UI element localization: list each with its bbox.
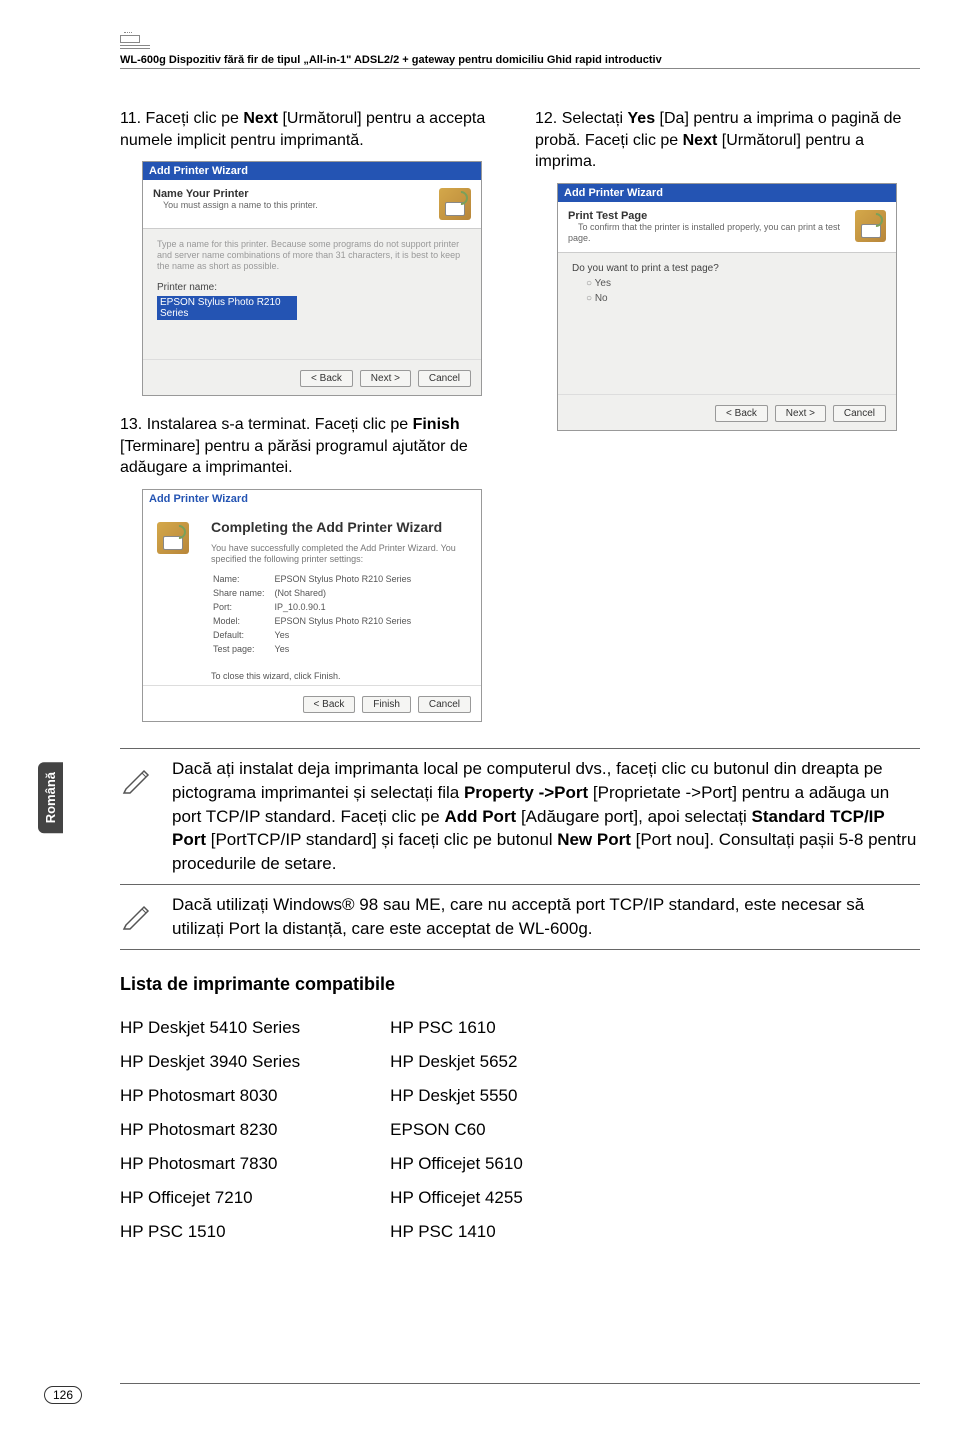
radio-yes[interactable]: Yes bbox=[586, 278, 882, 289]
footer-divider bbox=[120, 1383, 920, 1384]
step13-prefix: 13. Instalarea s-a terminat. Faceți clic… bbox=[120, 416, 413, 433]
dialog-desc: Type a name for this printer. Because so… bbox=[157, 239, 467, 271]
printer-item: HP Deskjet 5410 Series bbox=[120, 1011, 300, 1045]
language-tab: Română bbox=[38, 762, 63, 833]
header-router-icon bbox=[120, 32, 154, 52]
step12-bold2: Next bbox=[683, 132, 718, 149]
printer-list: HP Deskjet 5410 SeriesHP Deskjet 3940 Se… bbox=[120, 1011, 920, 1249]
dialog-finish: Add Printer Wizard Completing the Add Pr… bbox=[142, 489, 482, 722]
printer-item: HP Officejet 7210 bbox=[120, 1181, 300, 1215]
finish-table: Name:EPSON Stylus Photo R210 Series Shar… bbox=[211, 571, 421, 657]
divider bbox=[120, 949, 920, 950]
cancel-button[interactable]: Cancel bbox=[418, 370, 471, 387]
printer-icon bbox=[855, 210, 886, 242]
dialog-banner: Name Your Printer You must assign a name… bbox=[143, 180, 481, 229]
printer-item: HP Photosmart 8230 bbox=[120, 1113, 300, 1147]
finish-note: To close this wizard, click Finish. bbox=[211, 671, 469, 681]
note1-text: Dacă ați instalat deja imprimanta local … bbox=[172, 757, 920, 876]
banner-title: Name Your Printer bbox=[153, 188, 318, 200]
radio-no[interactable]: No bbox=[586, 293, 882, 304]
divider bbox=[120, 748, 920, 749]
printer-item: HP PSC 1610 bbox=[390, 1011, 523, 1045]
step11-prefix: 11. Faceți clic pe bbox=[120, 110, 243, 127]
step13-bold: Finish bbox=[413, 416, 460, 433]
printer-name-input[interactable]: EPSON Stylus Photo R210 Series bbox=[157, 296, 297, 320]
pencil-icon bbox=[120, 761, 156, 797]
pencil-icon bbox=[120, 897, 156, 933]
finish-button[interactable]: Finish bbox=[362, 696, 411, 713]
note2-text: Dacă utilizați Windows® 98 sau ME, care … bbox=[172, 893, 920, 941]
next-button[interactable]: Next > bbox=[360, 370, 411, 387]
printer-icon bbox=[439, 188, 471, 220]
step11-bold: Next bbox=[243, 110, 278, 127]
next-button[interactable]: Next > bbox=[775, 405, 826, 422]
banner2-title: Print Test Page bbox=[568, 210, 855, 222]
back-button[interactable]: < Back bbox=[300, 370, 353, 387]
finish-heading: Completing the Add Printer Wizard bbox=[211, 520, 469, 535]
printer-item: HP PSC 1410 bbox=[390, 1215, 523, 1249]
printer-name-label: Printer name: bbox=[157, 282, 467, 293]
printer-item: HP Photosmart 8030 bbox=[120, 1079, 300, 1113]
divider bbox=[120, 884, 920, 885]
printer-icon bbox=[157, 522, 189, 554]
step-11-text: 11. Faceți clic pe Next [Următorul] pent… bbox=[120, 108, 505, 151]
printer-item: HP Deskjet 5550 bbox=[390, 1079, 523, 1113]
test-question: Do you want to print a test page? bbox=[572, 263, 882, 274]
page-number: 126 bbox=[44, 1386, 82, 1404]
printer-item: EPSON C60 bbox=[390, 1113, 523, 1147]
header-text: WL-600g Dispozitiv fără fir de tipul „Al… bbox=[120, 54, 920, 69]
dialog-title: Add Printer Wizard bbox=[143, 162, 481, 180]
dialog2-banner: Print Test Page To confirm that the prin… bbox=[558, 202, 896, 253]
banner-sub: You must assign a name to this printer. bbox=[163, 200, 318, 210]
step13-mid: [Terminare] pentru a părăsi programul aj… bbox=[120, 438, 468, 477]
step-13-text: 13. Instalarea s-a terminat. Faceți clic… bbox=[120, 414, 505, 479]
finish-desc: You have successfully completed the Add … bbox=[211, 543, 469, 565]
step12-prefix: 12. Selectați bbox=[535, 110, 628, 127]
printer-item: HP Deskjet 5652 bbox=[390, 1045, 523, 1079]
back-button[interactable]: < Back bbox=[303, 696, 356, 713]
printer-item: HP Officejet 5610 bbox=[390, 1147, 523, 1181]
banner2-sub: To confirm that the printer is installed… bbox=[568, 222, 840, 243]
step-12-text: 12. Selectați Yes [Da] pentru a imprima … bbox=[535, 108, 920, 173]
printer-item: HP Officejet 4255 bbox=[390, 1181, 523, 1215]
cancel-button[interactable]: Cancel bbox=[418, 696, 471, 713]
dialog-name-printer: Add Printer Wizard Name Your Printer You… bbox=[142, 161, 482, 396]
dialog3-title: Add Printer Wizard bbox=[143, 490, 481, 508]
printer-item: HP Deskjet 3940 Series bbox=[120, 1045, 300, 1079]
printer-item: HP PSC 1510 bbox=[120, 1215, 300, 1249]
cancel-button[interactable]: Cancel bbox=[833, 405, 886, 422]
dialog-test-page: Add Printer Wizard Print Test Page To co… bbox=[557, 183, 897, 431]
dialog2-title: Add Printer Wizard bbox=[558, 184, 896, 202]
step12-bold1: Yes bbox=[628, 110, 656, 127]
printer-item: HP Photosmart 7830 bbox=[120, 1147, 300, 1181]
back-button[interactable]: < Back bbox=[715, 405, 768, 422]
printer-list-title: Lista de imprimante compatibile bbox=[120, 974, 920, 995]
